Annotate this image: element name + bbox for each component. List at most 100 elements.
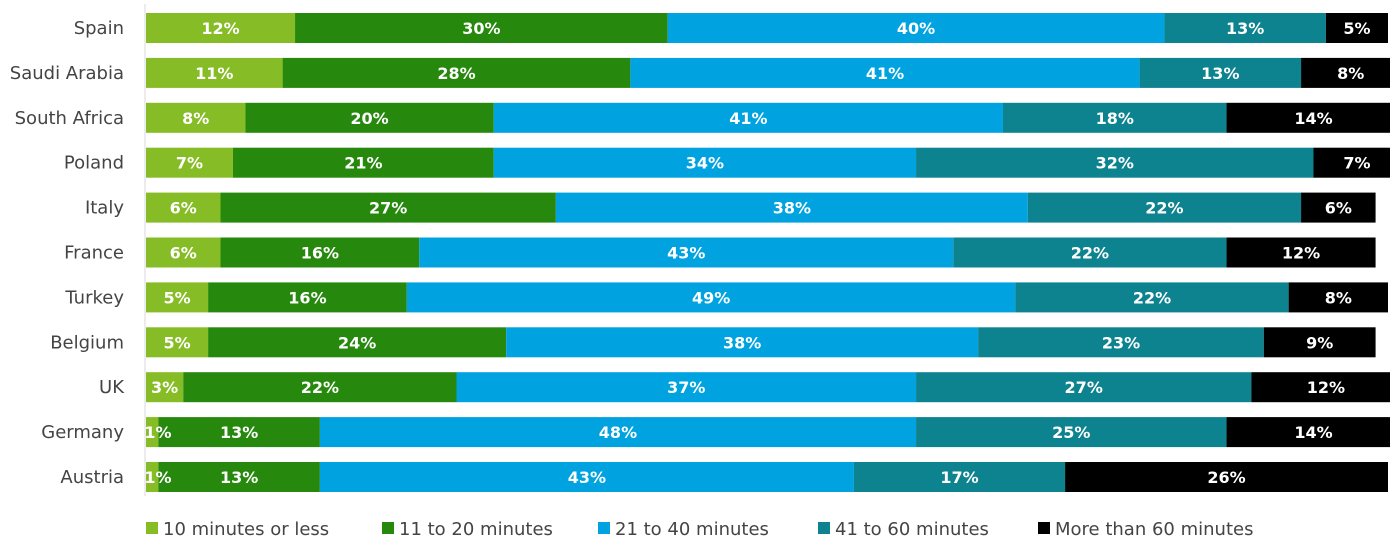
data-label: 25%	[1052, 423, 1090, 442]
bar-segment	[916, 372, 1252, 403]
data-label: 34%	[686, 154, 724, 173]
bar-segment	[208, 282, 407, 313]
bars: 12% 30% 40% 13% 5% 11% 28% 41% 13% 8% 8% 20% 41% 18% 1…	[144, 13, 1390, 492]
data-label: 23%	[1102, 333, 1140, 352]
bar-segment	[245, 102, 494, 133]
bar-segment	[319, 417, 917, 448]
bar-segment	[667, 13, 1165, 43]
data-label: 13%	[220, 423, 258, 442]
data-label: 40%	[897, 19, 935, 38]
bar-segment	[158, 417, 320, 448]
data-label: 22%	[1071, 244, 1109, 263]
legend-swatch	[146, 522, 158, 534]
legend-label: 41 to 60 minutes	[835, 519, 989, 540]
bar-segment	[146, 282, 209, 313]
legend-swatch	[382, 522, 394, 534]
category-label: Italy	[85, 198, 124, 219]
data-label: 20%	[350, 109, 388, 128]
category-label: Spain	[74, 18, 124, 39]
data-label: 12%	[201, 19, 239, 38]
bar-segment	[1313, 147, 1390, 178]
category-label: Saudi Arabia	[10, 63, 124, 84]
data-label: 8%	[1337, 64, 1364, 83]
data-label: 43%	[568, 468, 606, 487]
bar-segment	[1263, 327, 1376, 358]
data-label: 13%	[220, 468, 258, 487]
category-label: Austria	[60, 467, 124, 488]
bar-segment	[146, 237, 221, 268]
bar-segment	[1065, 462, 1388, 492]
data-label: 6%	[170, 199, 197, 218]
data-label: 5%	[163, 288, 190, 307]
data-label: 26%	[1207, 468, 1245, 487]
data-label: 38%	[773, 199, 811, 218]
category-label: UK	[99, 377, 125, 398]
bar-segment	[146, 57, 283, 88]
bar-segment	[1301, 57, 1390, 88]
bar-segment	[295, 13, 668, 43]
bar-segment	[146, 462, 159, 492]
bar-segment	[555, 192, 1028, 223]
data-label: 21%	[344, 154, 382, 173]
bar-segment	[146, 102, 246, 133]
category-label: Turkey	[64, 287, 124, 308]
data-label: 16%	[301, 244, 339, 263]
data-label: 41%	[866, 64, 904, 83]
data-label: 24%	[338, 333, 376, 352]
legend-swatch	[1038, 522, 1050, 534]
data-label: 30%	[462, 19, 500, 38]
bar-segment	[853, 462, 1066, 492]
category-label: Germany	[41, 422, 124, 443]
legend: 10 minutes or less 11 to 20 minutes 21 to …	[146, 519, 1253, 540]
bar-segment	[419, 237, 954, 268]
bar-segment	[319, 462, 854, 492]
category-label: France	[64, 243, 124, 264]
bar-segment	[146, 13, 296, 43]
bar-segment	[208, 327, 507, 358]
data-label: 7%	[176, 154, 203, 173]
bar-segment	[1325, 13, 1388, 43]
bar-segment	[1027, 192, 1302, 223]
bar-segment	[1301, 192, 1376, 223]
category-label: Poland	[64, 153, 124, 174]
data-label: 49%	[692, 288, 730, 307]
data-label: 5%	[163, 333, 190, 352]
data-label: 8%	[1325, 288, 1352, 307]
bar-segment	[1139, 57, 1302, 88]
bar-segment	[1226, 417, 1390, 448]
bar-segment	[1015, 282, 1289, 313]
data-label: 37%	[667, 378, 705, 397]
data-label: 5%	[1343, 19, 1370, 38]
data-label: 8%	[182, 109, 209, 128]
data-label: 16%	[288, 288, 326, 307]
data-label: 13%	[1201, 64, 1239, 83]
bar-segment	[1164, 13, 1326, 43]
data-label: 1%	[144, 423, 171, 442]
data-label: 3%	[151, 378, 178, 397]
data-label: 17%	[940, 468, 978, 487]
data-label: 12%	[1282, 244, 1320, 263]
bar-segment	[146, 192, 221, 223]
bar-segment	[456, 372, 917, 403]
data-label: 22%	[301, 378, 339, 397]
data-label: 28%	[437, 64, 475, 83]
legend-label: 11 to 20 minutes	[399, 519, 553, 540]
data-label: 6%	[170, 244, 197, 263]
data-label: 27%	[369, 199, 407, 218]
category-label: Belgium	[50, 332, 124, 353]
legend-swatch	[818, 522, 830, 534]
bar-segment	[282, 57, 631, 88]
category-axis: Spain Saudi Arabia South Africa Poland Italy…	[10, 4, 146, 496]
category-label: South Africa	[15, 108, 124, 129]
bar-segment	[1288, 282, 1388, 313]
bar-segment	[1002, 102, 1227, 133]
bar-segment	[146, 417, 159, 448]
legend-label: 10 minutes or less	[163, 519, 329, 540]
data-label: 27%	[1065, 378, 1103, 397]
data-label: 43%	[667, 244, 705, 263]
bar-segment	[158, 462, 320, 492]
data-label: 9%	[1306, 333, 1333, 352]
bar-segment	[493, 147, 917, 178]
data-label: 12%	[1307, 378, 1345, 397]
